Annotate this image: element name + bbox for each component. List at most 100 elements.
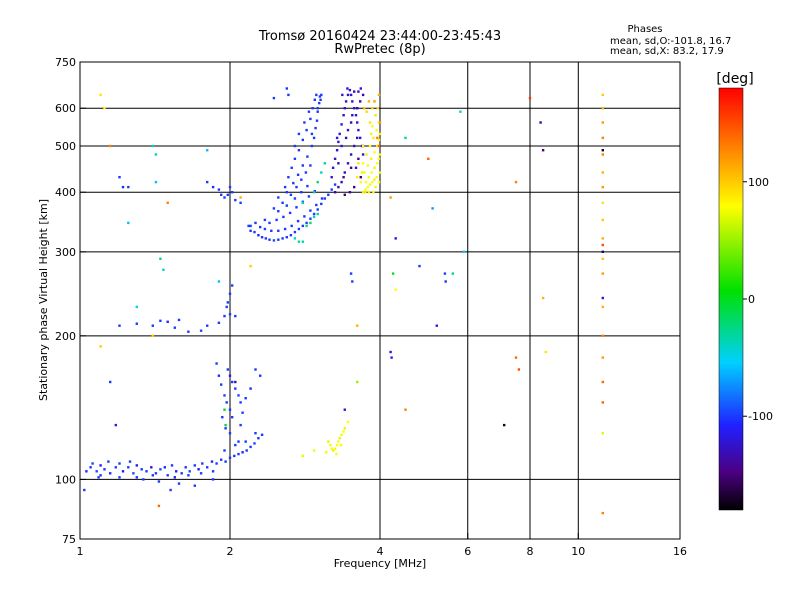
data-point bbox=[378, 153, 382, 156]
data-point bbox=[199, 329, 203, 332]
data-point bbox=[601, 305, 604, 309]
data-point bbox=[293, 144, 297, 148]
data-point bbox=[217, 188, 221, 191]
data-point bbox=[344, 100, 348, 103]
data-point bbox=[313, 98, 316, 101]
data-point bbox=[373, 166, 376, 169]
data-point bbox=[343, 427, 346, 430]
colorbar-ticks: 100 0 -100 bbox=[743, 176, 773, 423]
data-point bbox=[220, 193, 223, 196]
data-point bbox=[312, 191, 316, 194]
data-point bbox=[367, 191, 371, 194]
data-point bbox=[239, 201, 242, 204]
data-point bbox=[301, 138, 304, 142]
data-points bbox=[83, 87, 604, 515]
data-point bbox=[343, 171, 346, 174]
data-point bbox=[187, 474, 190, 477]
data-point bbox=[541, 296, 545, 300]
data-point bbox=[361, 144, 365, 148]
data-point bbox=[339, 443, 343, 447]
data-point bbox=[330, 188, 333, 191]
data-point bbox=[333, 447, 337, 450]
data-point bbox=[342, 430, 345, 433]
data-point bbox=[226, 301, 229, 304]
data-point bbox=[215, 462, 218, 465]
data-point bbox=[277, 210, 280, 213]
data-point bbox=[95, 470, 98, 473]
data-point bbox=[315, 203, 318, 207]
data-point bbox=[223, 449, 226, 452]
data-point bbox=[349, 93, 353, 97]
data-point bbox=[601, 296, 604, 300]
data-point bbox=[338, 132, 341, 136]
data-point bbox=[311, 107, 314, 110]
data-point bbox=[253, 230, 256, 234]
data-point bbox=[231, 380, 234, 384]
data-point bbox=[601, 121, 604, 124]
data-point bbox=[544, 350, 547, 354]
data-point bbox=[118, 324, 121, 327]
data-point bbox=[363, 107, 366, 110]
data-point bbox=[135, 322, 138, 325]
data-point bbox=[376, 162, 379, 165]
data-point bbox=[140, 468, 143, 471]
data-point bbox=[217, 280, 221, 283]
data-point bbox=[283, 185, 287, 189]
stats-line-o: mean, sd,O:-101.8, 16.7 bbox=[610, 36, 731, 47]
data-point bbox=[184, 466, 187, 469]
data-point bbox=[601, 149, 604, 152]
data-point bbox=[254, 432, 257, 435]
data-point bbox=[187, 330, 190, 333]
data-point bbox=[367, 100, 371, 103]
data-point bbox=[157, 480, 161, 483]
data-point bbox=[234, 380, 237, 384]
data-point bbox=[601, 153, 604, 156]
data-point bbox=[306, 155, 309, 158]
data-point bbox=[342, 114, 345, 117]
data-point bbox=[224, 427, 227, 430]
data-point bbox=[99, 345, 102, 348]
data-point bbox=[375, 176, 378, 179]
data-point bbox=[259, 374, 262, 377]
data-point bbox=[391, 272, 395, 275]
data-point bbox=[301, 164, 304, 167]
data-point bbox=[239, 196, 242, 199]
data-point bbox=[351, 100, 354, 103]
data-point bbox=[193, 464, 196, 467]
data-point bbox=[356, 324, 359, 327]
data-point bbox=[357, 90, 360, 93]
data-point bbox=[307, 110, 311, 113]
data-point bbox=[601, 511, 604, 515]
data-point bbox=[333, 191, 337, 194]
data-point bbox=[231, 284, 234, 287]
data-point bbox=[231, 191, 234, 194]
y-tick-label: 300 bbox=[55, 246, 76, 259]
data-point bbox=[349, 272, 353, 275]
data-point bbox=[285, 236, 288, 239]
data-point bbox=[353, 144, 356, 148]
data-point bbox=[371, 125, 374, 128]
data-point bbox=[374, 185, 377, 189]
data-point bbox=[459, 110, 462, 113]
data-point bbox=[282, 215, 285, 219]
data-point bbox=[226, 368, 229, 371]
data-point bbox=[601, 136, 604, 140]
stats-title: Phases bbox=[627, 24, 662, 35]
data-point bbox=[166, 474, 169, 477]
data-point bbox=[157, 504, 161, 508]
data-point bbox=[290, 166, 293, 169]
data-point bbox=[316, 208, 319, 211]
data-point bbox=[301, 454, 304, 458]
data-point bbox=[297, 240, 301, 243]
data-point bbox=[310, 132, 314, 136]
data-point bbox=[376, 107, 379, 110]
data-point bbox=[159, 319, 162, 322]
data-point bbox=[296, 173, 300, 176]
data-point bbox=[377, 180, 381, 184]
colorbar-tick-label: -100 bbox=[748, 410, 773, 423]
data-point bbox=[97, 476, 100, 479]
data-point bbox=[89, 466, 92, 469]
data-point bbox=[601, 107, 604, 110]
data-point bbox=[292, 181, 295, 185]
data-point bbox=[309, 217, 312, 220]
